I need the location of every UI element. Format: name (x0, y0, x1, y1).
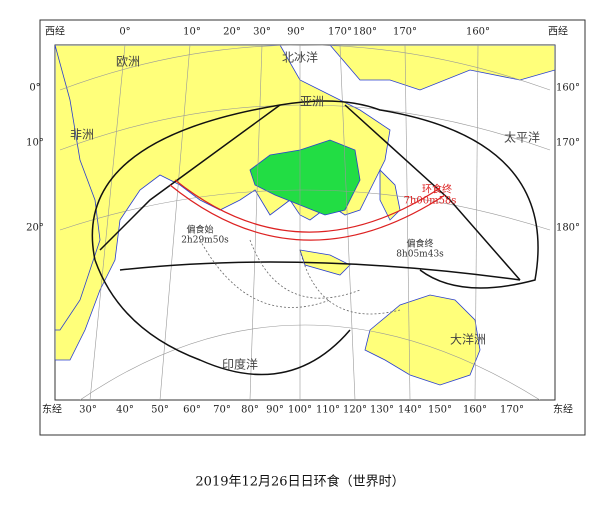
right-label: 160° (556, 83, 580, 94)
bottom-label: 90° (266, 405, 284, 416)
map-label: 非洲 (70, 128, 94, 142)
top-label: 西经 (45, 25, 65, 38)
right-label: 180° (556, 223, 580, 234)
map-label: 欧洲 (116, 55, 140, 69)
map-label: 北冰洋 (282, 50, 318, 65)
bottom-label: 100° (288, 405, 312, 416)
bottom-label: 东经 (553, 403, 573, 416)
left-label: 10° (26, 138, 44, 149)
top-label: 180° (353, 27, 377, 38)
bottom-label: 170° (500, 405, 524, 416)
top-label: 20° (223, 27, 241, 38)
annotation: 7h00m58s (404, 196, 457, 207)
map-label: 太平洋 (504, 130, 540, 145)
land (55, 45, 555, 386)
map-body (55, 45, 555, 400)
bottom-label: 110° (316, 405, 340, 416)
top-label: 160° (466, 27, 490, 38)
bottom-label: 东经 (42, 403, 62, 416)
bottom-label: 150° (428, 405, 452, 416)
top-label: 90° (287, 27, 305, 38)
top-label: 西经 (548, 25, 568, 38)
top-label: 170° (393, 27, 417, 38)
right-label: 170° (556, 138, 580, 149)
map-label: 大洋洲 (450, 332, 486, 347)
map-label: 亚洲 (300, 95, 324, 109)
bottom-label: 120° (343, 405, 367, 416)
annotation: 8h05m43s (396, 250, 444, 260)
bottom-label: 60° (183, 405, 201, 416)
bottom-label: 140° (398, 405, 422, 416)
contours (199, 239, 401, 315)
bottom-label: 80° (241, 405, 259, 416)
central-path (169, 179, 446, 241)
annotation: 偏食始 (186, 224, 213, 236)
caption: 2019年12月26日日环食（世界时） (195, 474, 404, 490)
left-label: 0° (29, 83, 40, 94)
annotation: 环食终 (422, 183, 452, 196)
map-label: 印度洋 (222, 357, 258, 372)
bottom-label: 70° (213, 405, 231, 416)
annotation: 偏食终 (406, 238, 433, 250)
annotation: 2h29m50s (181, 236, 229, 246)
top-label: 30° (253, 27, 271, 38)
china (249, 139, 361, 216)
bottom-label: 40° (116, 405, 134, 416)
bottom-label: 30° (79, 405, 97, 416)
bottom-label: 50° (151, 405, 169, 416)
graticule (59, 45, 551, 400)
top-label: 10° (183, 27, 201, 38)
bottom-label: 160° (463, 405, 487, 416)
eclipse-bounds (91, 100, 539, 376)
left-label: 20° (26, 223, 44, 234)
bottom-label: 130° (370, 405, 394, 416)
top-label: 170° (328, 27, 352, 38)
top-label: 0° (119, 27, 130, 38)
